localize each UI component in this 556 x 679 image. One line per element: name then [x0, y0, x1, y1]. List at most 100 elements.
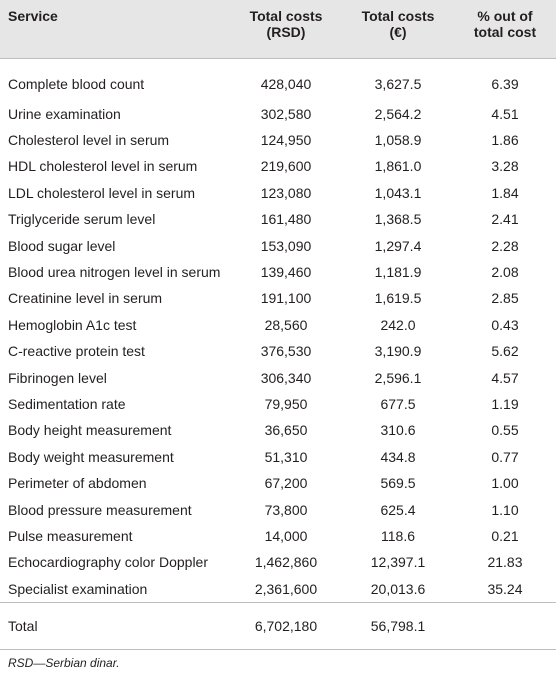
cell-percent: 0.55 [491, 422, 519, 439]
cell-total-eur: 1,368.5 [374, 211, 422, 228]
cell-total-eur: 1,181.9 [374, 264, 422, 281]
cell-percent: 1.19 [491, 395, 519, 412]
cell-total-eur: 1,043.1 [374, 184, 422, 201]
cell-total-eur: 2,564.2 [374, 105, 422, 122]
cell-total-rsd: 302,580 [260, 105, 312, 122]
table-row: Blood sugar level 153,090 1,297.4 2.28 [0, 232, 556, 258]
total-percent [454, 601, 556, 650]
table-body: Complete blood count 428,040 3,627.5 6.39 Ur… [0, 58, 556, 650]
cell-percent: 2.28 [491, 237, 519, 254]
cell-percent: 2.85 [491, 290, 519, 307]
table-row: Urine examination 302,580 2,564.2 4.51 [0, 101, 556, 127]
cell-percent: 0.77 [491, 448, 519, 465]
table-row: Blood urea nitrogen level in serum 139,46… [0, 259, 556, 285]
cell-total-eur: 1,297.4 [374, 237, 422, 254]
cell-percent: 4.51 [491, 105, 519, 122]
cell-total-rsd: 28,560 [264, 316, 308, 333]
cell-percent: 6.39 [491, 75, 519, 92]
cell-service: Complete blood count [8, 75, 145, 92]
cell-total-eur: 1,619.5 [374, 290, 422, 307]
cell-percent: 1.86 [491, 132, 519, 149]
cell-total-rsd: 376,530 [260, 343, 312, 360]
cell-service: Hemoglobin A1c test [8, 316, 137, 333]
header-percent: % out of total cost [454, 0, 556, 59]
total-eur: 56,798.1 [342, 601, 454, 650]
header-total-rsd: Total costs (RSD) [230, 0, 342, 59]
cell-service: HDL cholesterol level in serum [8, 158, 198, 175]
cell-total-rsd: 153,090 [260, 237, 312, 254]
cell-total-eur: 2,596.1 [374, 369, 422, 386]
table-row: Specialist examination 2,361,600 20,013.6 3… [0, 576, 556, 603]
cell-total-rsd: 36,650 [264, 422, 308, 439]
header-percent-line1: % out of [477, 8, 533, 24]
cell-percent: 35.24 [487, 580, 523, 597]
table-row: Blood pressure measurement 73,800 625.4 1.1… [0, 496, 556, 522]
cell-percent: 1.10 [491, 501, 519, 518]
cell-total-rsd: 1,462,860 [254, 554, 318, 571]
cell-total-eur: 1,861.0 [374, 158, 422, 175]
cell-total-eur: 3,627.5 [374, 75, 422, 92]
footnote: RSD—Serbian dinar. [8, 656, 120, 670]
cell-service: LDL cholesterol level in serum [8, 184, 196, 201]
cell-total-rsd: 51,310 [264, 448, 308, 465]
table-row: LDL cholesterol level in serum 123,080 1,0… [0, 180, 556, 206]
cell-percent: 4.57 [491, 369, 519, 386]
cell-total-rsd: 428,040 [260, 75, 312, 92]
cell-total-rsd: 73,800 [264, 501, 308, 518]
total-rsd: 6,702,180 [230, 601, 342, 650]
cost-table: Service Total costs (RSD) Total costs (€… [0, 0, 556, 650]
cell-percent: 3.28 [491, 158, 519, 175]
table-row: Body height measurement 36,650 310.6 0.55 [0, 417, 556, 443]
table-row: Creatinine level in serum 191,100 1,619.5 2… [0, 285, 556, 311]
cell-total-eur: 12,397.1 [370, 554, 426, 571]
cell-service: Blood sugar level [8, 237, 116, 254]
cell-total-rsd: 123,080 [260, 184, 312, 201]
table-row: Perimeter of abdomen 67,200 569.5 1.00 [0, 470, 556, 496]
header-row: Service Total costs (RSD) Total costs (€… [0, 0, 556, 59]
cell-percent: 0.43 [491, 316, 519, 333]
table-row: HDL cholesterol level in serum 219,600 1,8… [0, 153, 556, 179]
cell-total-rsd: 2,361,600 [254, 580, 318, 597]
header-percent-line2: total cost [473, 24, 537, 40]
cell-percent: 1.00 [491, 475, 519, 492]
cell-total-eur: 1,058.9 [374, 132, 422, 149]
cell-percent: 2.08 [491, 264, 519, 281]
cell-service: Body weight measurement [8, 448, 174, 465]
table-row: Triglyceride serum level 161,480 1,368.5 2.… [0, 206, 556, 232]
header-total-eur-line1: Total costs [361, 8, 435, 24]
table-row: Cholesterol level in serum 124,950 1,058.9… [0, 127, 556, 153]
cell-service: Fibrinogen level [8, 369, 107, 386]
cell-service: Sedimentation rate [8, 395, 126, 412]
header-service-label: Service [8, 8, 58, 24]
cell-percent: 5.62 [491, 343, 519, 360]
cell-total-rsd: 306,340 [260, 369, 312, 386]
cell-percent: 2.41 [491, 211, 519, 228]
total-row: Total 6,702,180 56,798.1 [0, 601, 556, 650]
cell-total-rsd: 161,480 [260, 211, 312, 228]
header-total-eur-line2: (€) [389, 24, 407, 40]
cell-total-rsd: 219,600 [260, 158, 312, 175]
table-row: Hemoglobin A1c test 28,560 242.0 0.43 [0, 312, 556, 338]
cell-total-rsd: 67,200 [264, 475, 308, 492]
cell-service: Specialist examination [8, 580, 148, 597]
header-total-rsd-line2: (RSD) [266, 24, 306, 40]
cell-total-eur: 434.8 [380, 448, 416, 465]
table-row: Echocardiography color Doppler 1,462,860 1… [0, 549, 556, 575]
cell-percent: 21.83 [487, 554, 523, 571]
cell-total-eur: 118.6 [381, 527, 415, 544]
cell-service: Creatinine level in serum [8, 290, 163, 307]
total-label: Total [0, 601, 230, 650]
table-header: Service Total costs (RSD) Total costs (€… [0, 0, 556, 59]
cell-total-eur: 3,190.9 [374, 343, 422, 360]
table-row: Body weight measurement 51,310 434.8 0.77 [0, 444, 556, 470]
cell-service: Echocardiography color Doppler [8, 554, 208, 571]
cell-total-rsd: 14,000 [264, 527, 308, 544]
cell-percent: 0.21 [491, 527, 519, 544]
header-total-eur: Total costs (€) [342, 0, 454, 59]
cell-total-rsd: 139,460 [260, 264, 312, 281]
table-row: C-reactive protein test 376,530 3,190.9 5.6… [0, 338, 556, 364]
cell-total-eur: 20,013.6 [370, 580, 426, 597]
cell-service: Body height measurement [8, 422, 172, 439]
table-row: Sedimentation rate 79,950 677.5 1.19 [0, 391, 556, 417]
